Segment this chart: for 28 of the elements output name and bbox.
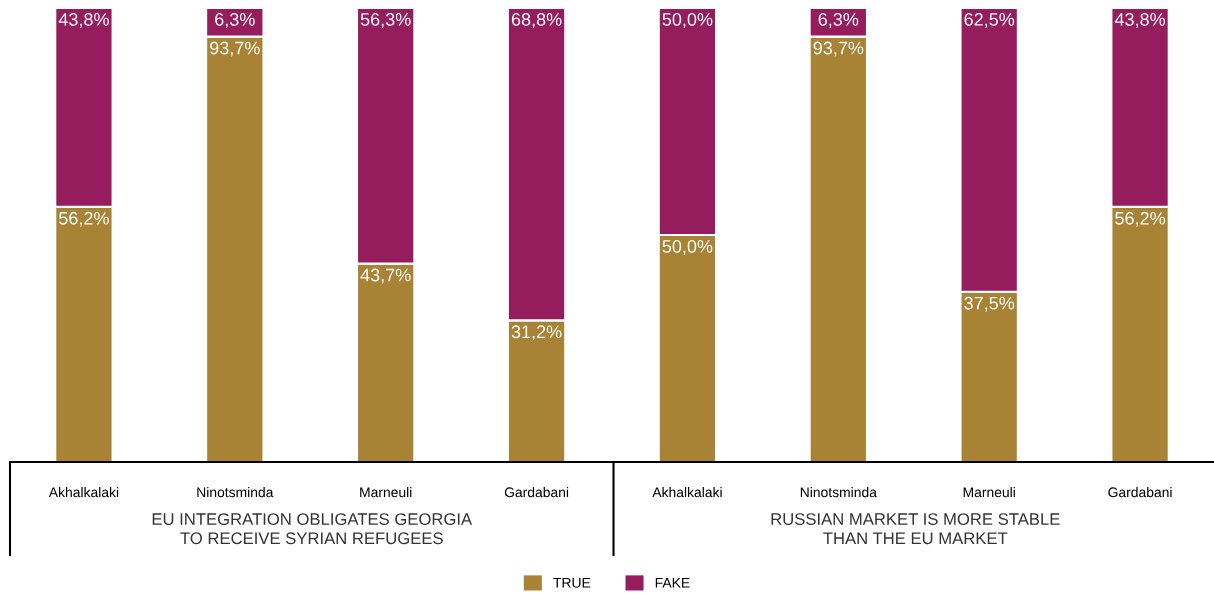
- data-label: 50,0%: [662, 13, 713, 28]
- legend-label: FAKE: [655, 578, 690, 588]
- data-label: 43,8%: [58, 13, 109, 28]
- data-label: 37,5%: [964, 296, 1015, 312]
- x-tick-label: Gardabani: [504, 487, 569, 498]
- data-label: 6,3%: [215, 13, 255, 28]
- x-tick-label: Marneuli: [360, 487, 412, 498]
- x-tick-label: Akhalkalaki: [652, 487, 722, 498]
- data-label: 68,8%: [511, 13, 562, 28]
- text: RUSSIAN MARKET IS MORE STABLE THAN THE EU MARKET: [771, 513, 1060, 545]
- x-tick-label: Gardabani: [1108, 487, 1172, 498]
- x-tick-label: Ninotsminda: [800, 487, 877, 498]
- data-label: 93,7%: [813, 41, 864, 57]
- x-tick-label: Marneuli: [963, 487, 1015, 498]
- text: EU INTEGRATION OBLIGATES GEORGIA TO RECEIVE SYRIAN REFUGEES: [152, 513, 473, 545]
- x-tick-label: Akhalkalaki: [48, 487, 119, 498]
- data-label: 62,5%: [964, 13, 1015, 28]
- data-label: 56,2%: [59, 211, 109, 227]
- data-label: 93,7%: [210, 41, 260, 57]
- legend-label: TRUE: [553, 578, 591, 588]
- data-label: 56,2%: [1115, 211, 1166, 227]
- x-tick-label: Ninotsminda: [197, 487, 274, 498]
- data-label: 50,0%: [662, 240, 713, 255]
- data-label: 43,7%: [360, 268, 411, 284]
- data-label: 56,3%: [360, 13, 411, 28]
- data-label: 43,8%: [1114, 13, 1166, 28]
- data-label: 31,2%: [511, 325, 562, 341]
- data-label: 6,3%: [818, 13, 859, 28]
